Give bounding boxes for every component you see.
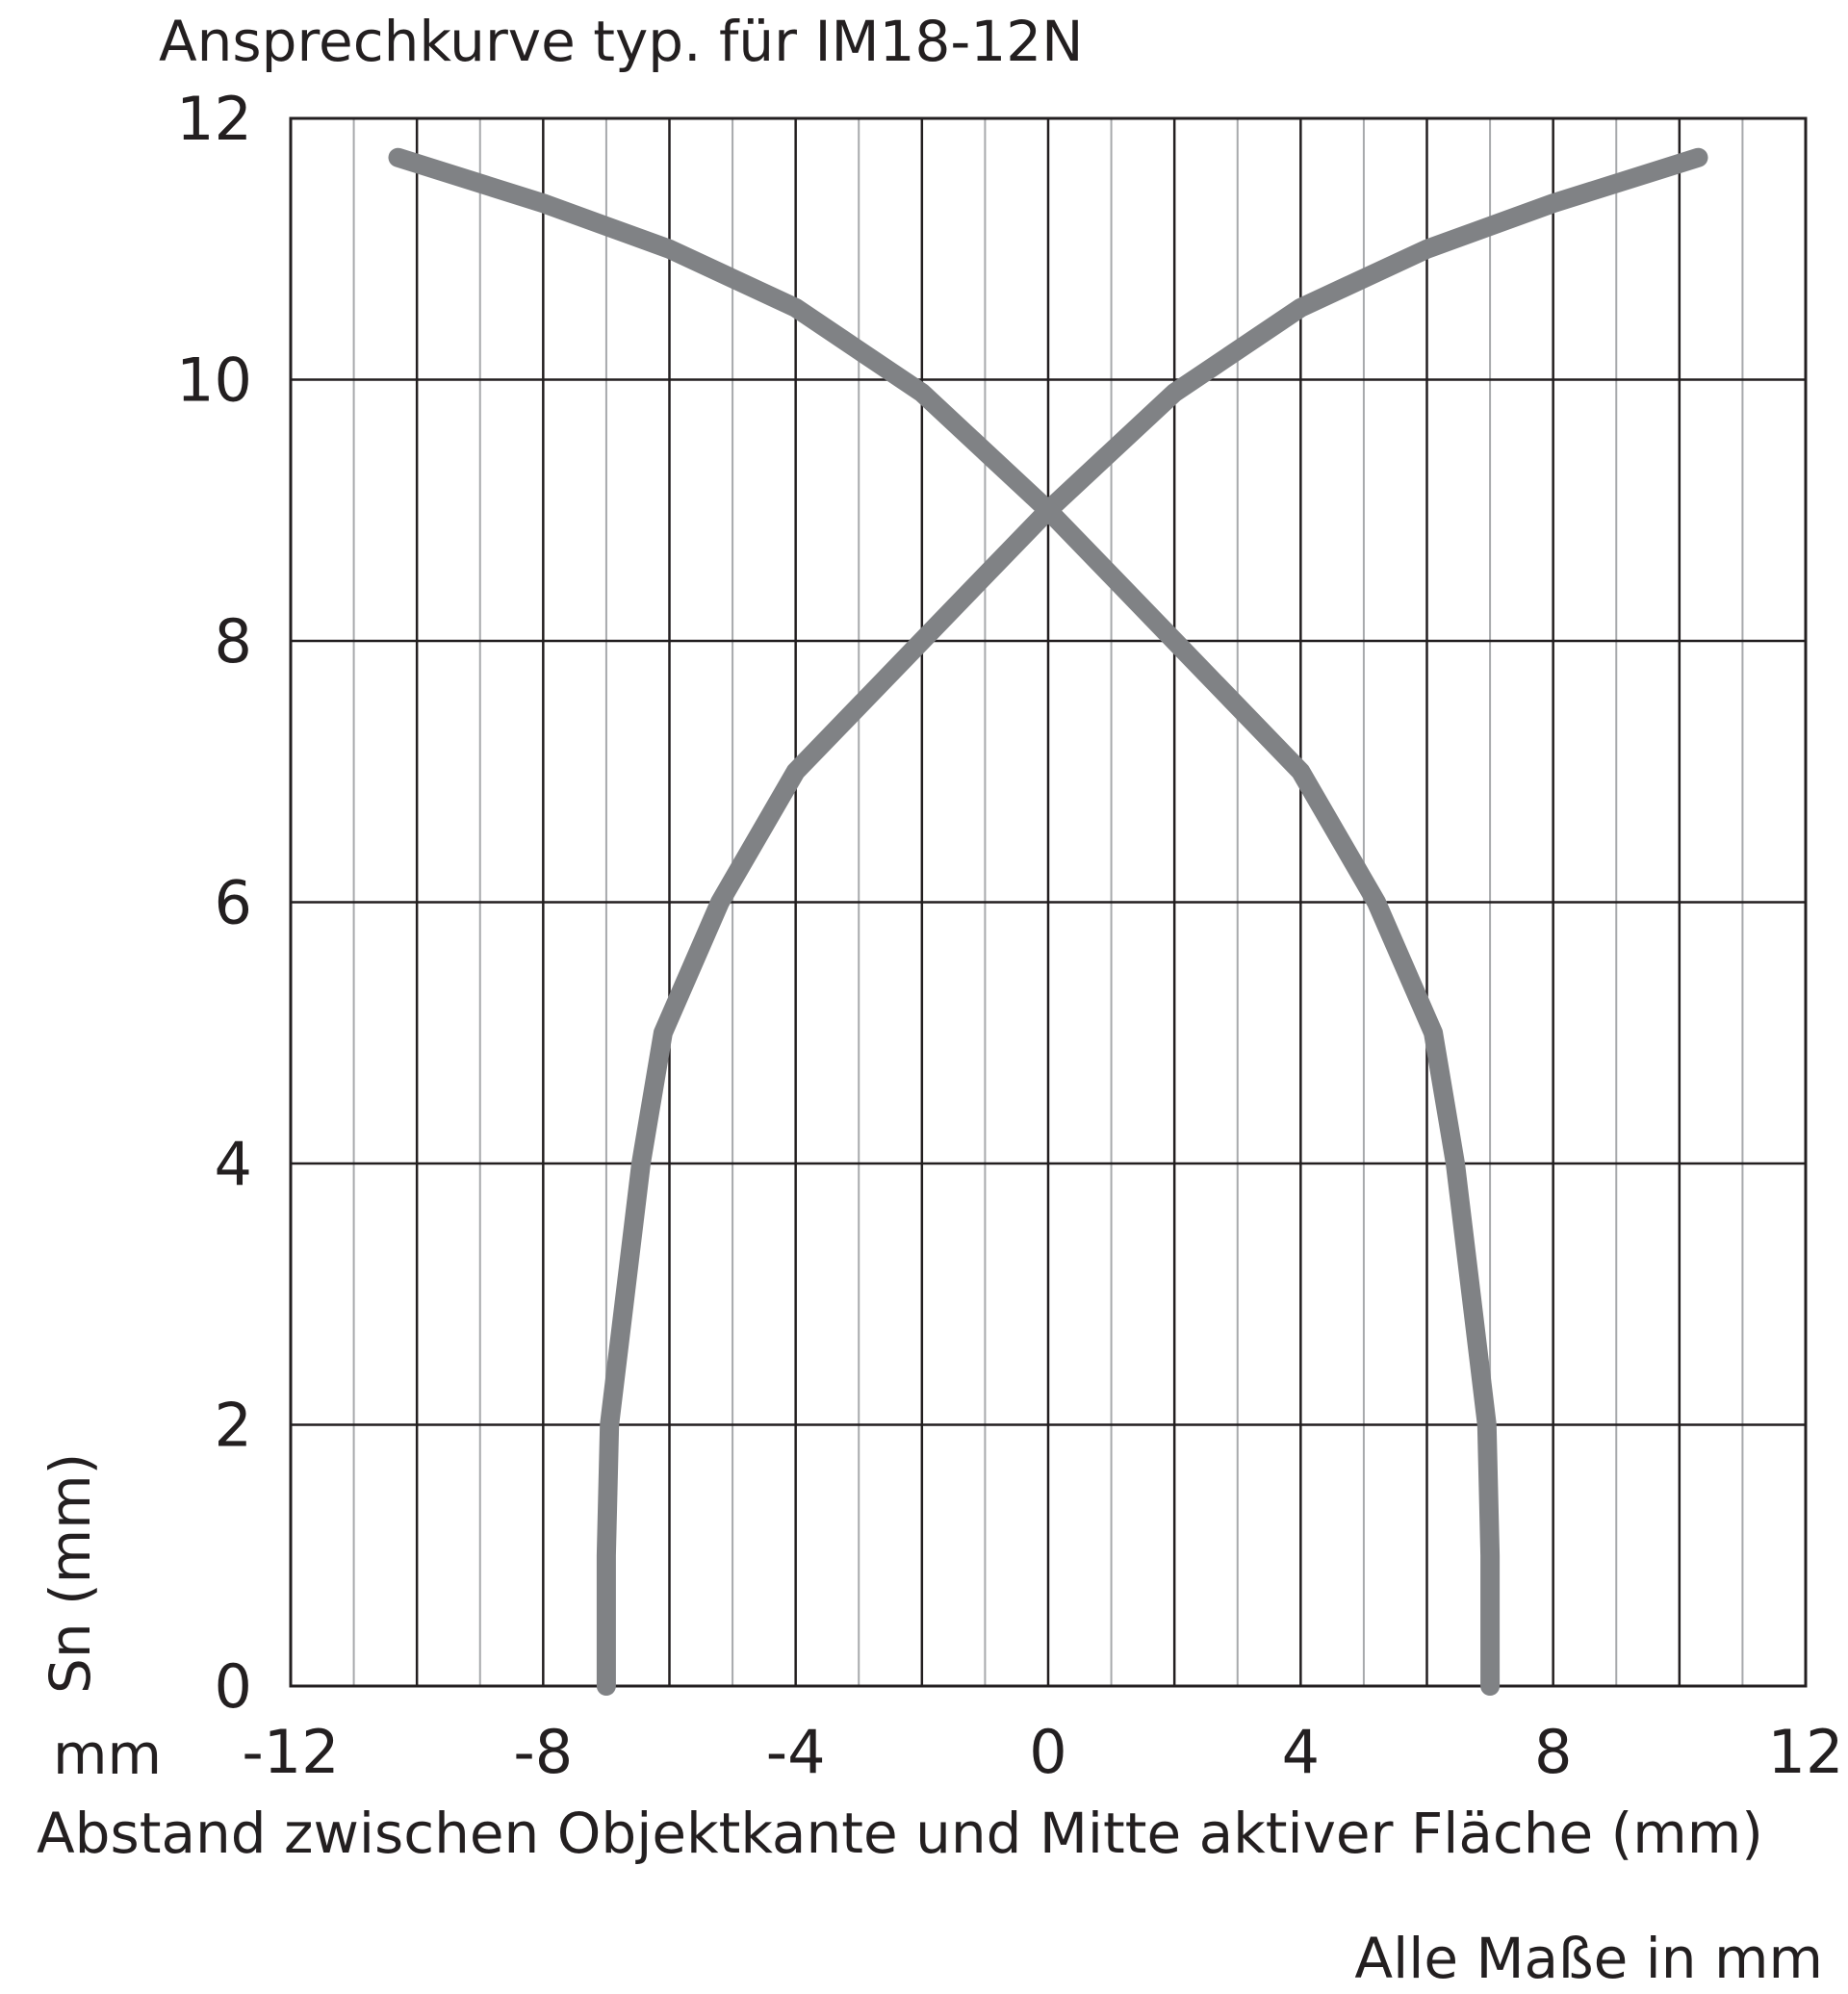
x-tick-label: 4 — [1282, 1717, 1320, 1787]
x-tick-label: -8 — [513, 1717, 573, 1787]
y-tick-label: 6 — [215, 868, 252, 938]
y-tick-label: 8 — [215, 606, 252, 677]
y-tick-label: 0 — [215, 1651, 252, 1722]
y-tick-label: 12 — [176, 84, 252, 154]
response-curve-1 — [596, 147, 1708, 1696]
x-tick-label: 12 — [1768, 1717, 1844, 1787]
x-axis-label: Abstand zwischen Objektkante und Mitte a… — [37, 1801, 1763, 1866]
y-tick-label: 10 — [176, 345, 252, 416]
y-tick-label: 4 — [215, 1129, 252, 1199]
x-tick-label: 0 — [1029, 1717, 1066, 1787]
x-axis-unit: mm — [53, 1722, 162, 1787]
x-tick-label: -12 — [242, 1717, 339, 1787]
y-axis-label: Sn (mm) — [38, 1452, 103, 1694]
response-curve-2 — [388, 147, 1501, 1696]
dimension-note: Alle Maße in mm — [1354, 1926, 1823, 1991]
y-tick-label: 2 — [215, 1391, 252, 1461]
chart-title: Ansprechkurve typ. für IM18-12N — [159, 9, 1084, 74]
x-tick-label: 8 — [1534, 1717, 1572, 1787]
x-tick-label: -4 — [766, 1717, 826, 1787]
plot-frame — [289, 116, 1808, 1688]
